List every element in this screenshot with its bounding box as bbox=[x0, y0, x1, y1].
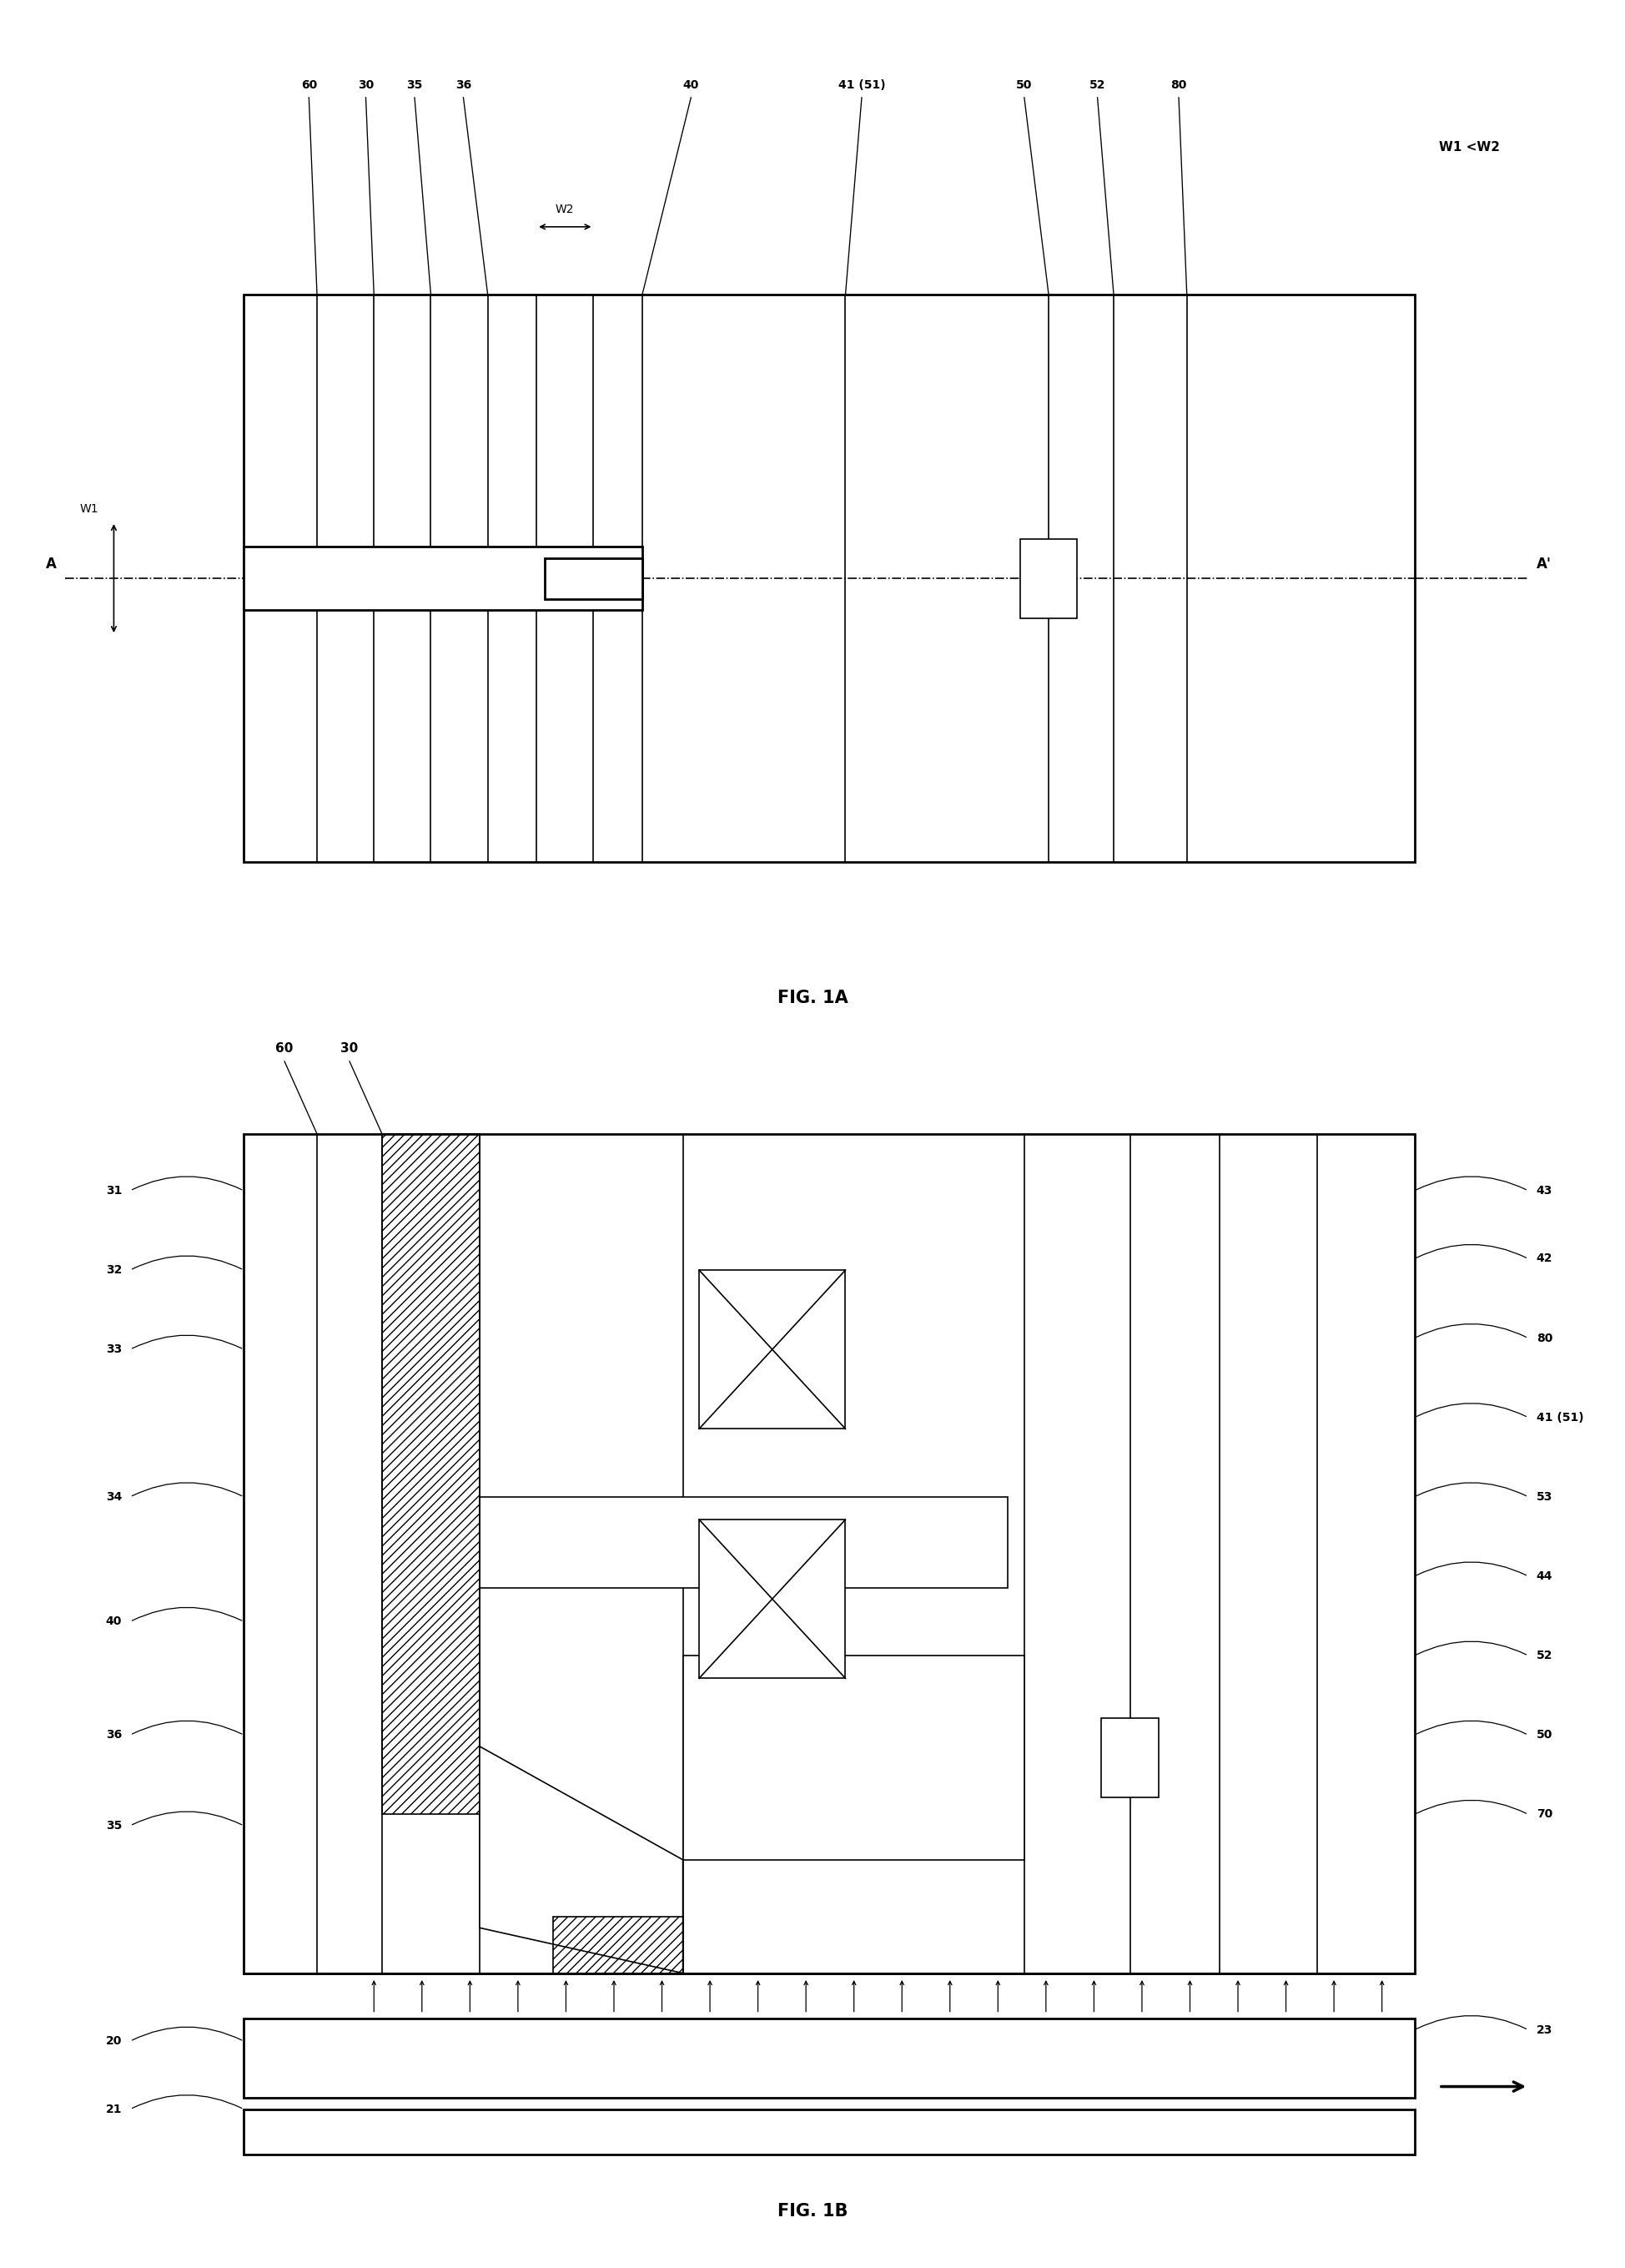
Text: 80: 80 bbox=[1536, 1331, 1552, 1345]
Text: 30: 30 bbox=[358, 79, 374, 91]
Text: 32: 32 bbox=[106, 1263, 122, 1277]
Text: 41 (51): 41 (51) bbox=[837, 79, 886, 91]
Text: 53: 53 bbox=[1536, 1490, 1552, 1504]
Text: 21: 21 bbox=[106, 2102, 122, 2116]
Bar bbox=[244, 295, 1414, 862]
Polygon shape bbox=[479, 1746, 682, 1973]
Text: 36: 36 bbox=[106, 1728, 122, 1742]
Text: 40: 40 bbox=[682, 79, 699, 91]
Text: 60: 60 bbox=[276, 1041, 292, 1055]
Text: 34: 34 bbox=[106, 1490, 122, 1504]
Text: W2: W2 bbox=[556, 204, 574, 215]
Text: 44: 44 bbox=[1536, 1569, 1552, 1583]
Bar bbox=[682, 1656, 1024, 1860]
Bar bbox=[479, 1497, 1008, 1588]
Text: 35: 35 bbox=[106, 1819, 122, 1833]
Text: FIG. 1A: FIG. 1A bbox=[777, 989, 848, 1007]
Text: 42: 42 bbox=[1536, 1252, 1552, 1266]
Text: A': A' bbox=[1536, 556, 1550, 572]
Text: FIG. 1B: FIG. 1B bbox=[777, 2202, 848, 2220]
Text: 36: 36 bbox=[455, 79, 471, 91]
Text: 50: 50 bbox=[1536, 1728, 1552, 1742]
Text: 50: 50 bbox=[1016, 79, 1032, 91]
Text: 23: 23 bbox=[1536, 2023, 1552, 2037]
Bar bbox=[244, 1134, 1414, 1973]
Text: 33: 33 bbox=[106, 1343, 122, 1356]
Bar bbox=[382, 1134, 479, 1814]
Bar bbox=[244, 547, 642, 610]
Text: 70: 70 bbox=[1536, 1808, 1552, 1821]
Bar bbox=[552, 1916, 682, 1973]
Text: 60: 60 bbox=[301, 79, 317, 91]
Text: 43: 43 bbox=[1536, 1184, 1552, 1198]
Text: W1 <W2: W1 <W2 bbox=[1438, 141, 1498, 154]
Text: 52: 52 bbox=[1536, 1649, 1552, 1662]
Text: 80: 80 bbox=[1170, 79, 1186, 91]
Text: 40: 40 bbox=[106, 1615, 122, 1628]
Bar bbox=[244, 2019, 1414, 2098]
Text: 52: 52 bbox=[1089, 79, 1105, 91]
Text: 41 (51): 41 (51) bbox=[1536, 1411, 1583, 1424]
Text: 30: 30 bbox=[341, 1041, 358, 1055]
Text: 35: 35 bbox=[406, 79, 422, 91]
Text: W1: W1 bbox=[80, 503, 99, 515]
Bar bbox=[1102, 1719, 1157, 1796]
Text: A: A bbox=[46, 556, 57, 572]
Bar bbox=[544, 558, 642, 599]
Bar bbox=[244, 2109, 1414, 2155]
Bar bbox=[699, 1520, 845, 1678]
Bar bbox=[1020, 540, 1076, 617]
Text: 31: 31 bbox=[106, 1184, 122, 1198]
Text: 20: 20 bbox=[106, 2034, 122, 2048]
Bar bbox=[699, 1270, 845, 1429]
